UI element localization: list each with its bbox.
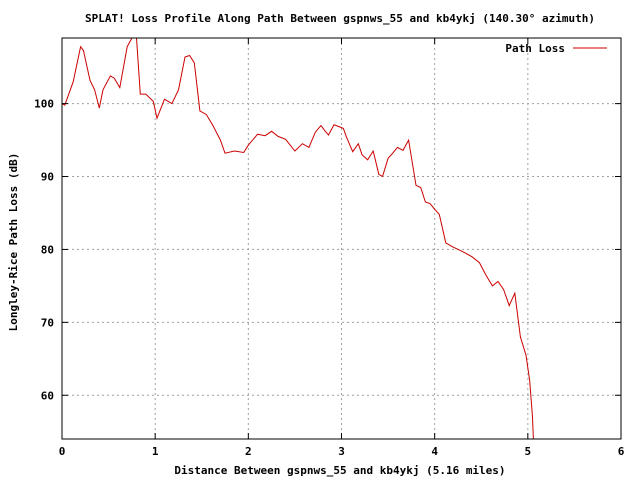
x-tick-label: 3 [338,445,345,458]
x-tick-label: 5 [525,445,532,458]
series-line-path-loss [62,38,534,439]
x-axis-label: Distance Between gspnws_55 and kb4ykj (5… [174,464,505,477]
y-tick-label: 60 [41,389,54,402]
y-tick-label: 90 [41,171,54,184]
y-tick-label: 70 [41,316,54,329]
tick-labels: 0 1 2 3 4 5 6 60 70 80 90 100 [34,98,625,458]
series-layer [62,38,534,439]
x-tick-label: 4 [431,445,438,458]
x-tick-label: 2 [245,445,252,458]
chart-title: SPLAT! Loss Profile Along Path Between g… [85,12,595,25]
legend: Path Loss [505,42,607,55]
y-tick-label: 80 [41,243,54,256]
y-axis-label: Longley-Rice Path Loss (dB) [7,153,20,332]
x-tick-label: 6 [618,445,625,458]
x-tick-label: 0 [59,445,66,458]
x-tick-label: 1 [152,445,159,458]
tick-marks [61,38,622,439]
y-tick-label: 100 [34,98,54,111]
legend-label-path-loss: Path Loss [505,42,565,55]
grid-lines [61,38,622,439]
